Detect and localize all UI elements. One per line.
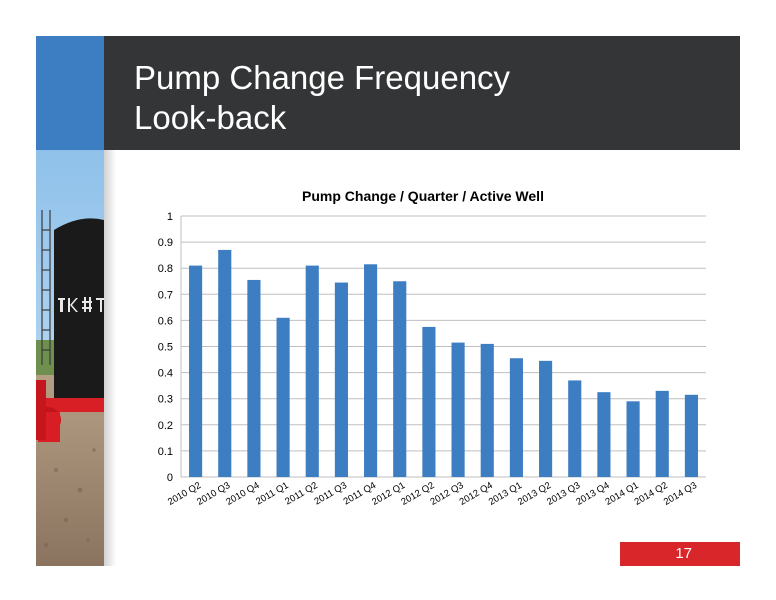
- bar: [684, 394, 698, 477]
- y-tick-label: 0.2: [158, 420, 173, 432]
- bar: [422, 326, 436, 477]
- slide-title-line-1: Pump Change Frequency: [134, 59, 511, 96]
- y-tick-label: 0.9: [158, 237, 173, 249]
- bar: [451, 342, 465, 477]
- bar: [218, 249, 232, 477]
- y-tick-label: 0.3: [158, 394, 173, 406]
- slide-title: Pump Change Frequency Look-back: [134, 58, 510, 138]
- title-bar: Pump Change Frequency Look-back: [104, 36, 740, 150]
- gridlines: [180, 215, 706, 478]
- y-tick-label: 0.1: [158, 446, 173, 458]
- bar: [276, 317, 290, 477]
- bar: [334, 282, 348, 477]
- chart-edge-shadow: [104, 150, 116, 566]
- bar: [655, 390, 669, 477]
- y-tick-label: 0.4: [158, 368, 173, 380]
- y-tick-label: 0.7: [158, 289, 173, 301]
- y-tick-label: 0.8: [158, 263, 173, 275]
- bar: [568, 380, 582, 477]
- page-number-badge: 17: [620, 542, 740, 566]
- chart-title: Pump Change / Quarter / Active Well: [302, 188, 544, 204]
- accent-band: [36, 36, 104, 150]
- bar: [305, 265, 319, 477]
- y-tick-label: 1: [167, 211, 173, 223]
- slide-title-line-2: Look-back: [134, 99, 287, 136]
- oilfield-photo: [36, 150, 104, 566]
- bar: [247, 279, 261, 477]
- bar: [509, 358, 523, 477]
- bar: [189, 265, 203, 477]
- bar: [597, 392, 611, 477]
- x-tick-label: 2014 Q3: [662, 480, 699, 508]
- bar: [364, 264, 378, 477]
- bar: [539, 360, 553, 477]
- bar: [626, 401, 640, 477]
- y-tick-labels: 0 0.1 0.2 0.3 0.4 0.5 0.6 0.7 0.8 0.9 1: [158, 211, 173, 484]
- bars: [189, 249, 698, 477]
- y-tick-label: 0: [167, 472, 173, 484]
- x-tick-label: 2011 Q2: [283, 480, 319, 507]
- y-tick-label: 0.5: [158, 342, 173, 354]
- y-tick-label: 0.6: [158, 315, 173, 327]
- x-tick-label: 2010 Q4: [224, 480, 261, 508]
- x-tick-label: 2011 Q1: [254, 480, 290, 507]
- page-number: 17: [675, 545, 692, 562]
- bar: [393, 281, 407, 477]
- x-tick-label: 2011 Q3: [312, 480, 348, 507]
- bar-chart: Pump Change / Quarter / Active Well 0 0.1…: [158, 188, 706, 508]
- chart-area: Pump Change / Quarter / Active Well 0 0.1…: [104, 150, 740, 566]
- bar: [480, 343, 494, 477]
